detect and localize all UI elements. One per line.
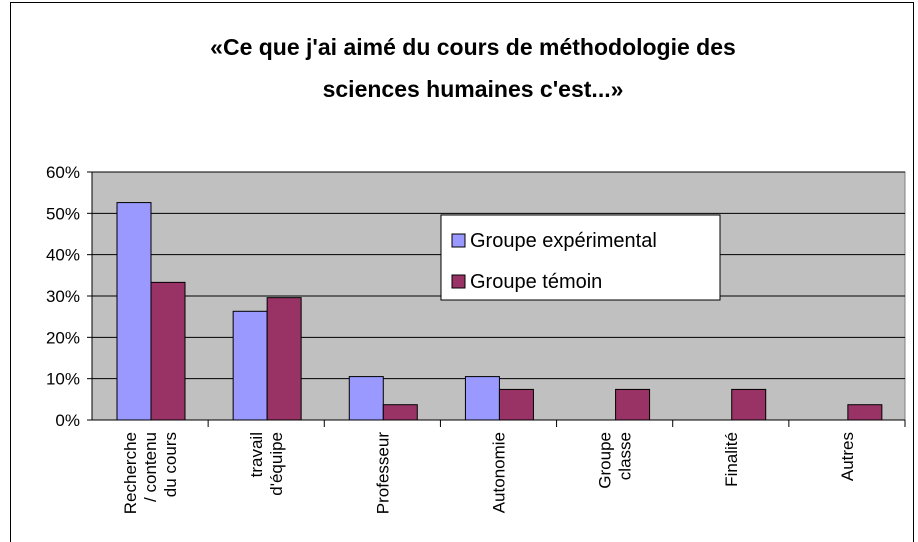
- bar: [348, 376, 384, 421]
- y-tick-label: 10%: [46, 370, 80, 389]
- bar: [615, 388, 651, 421]
- bar: [382, 404, 418, 421]
- x-tick-label: travaild'équipe: [247, 432, 286, 496]
- x-tick-label: Groupeclasse: [596, 432, 635, 489]
- legend-marker: [451, 233, 466, 248]
- bar: [498, 388, 534, 421]
- legend-marker: [451, 274, 466, 289]
- legend-label: Groupe expérimental: [470, 230, 657, 252]
- bar: [150, 281, 186, 421]
- y-tick-label: 60%: [46, 163, 80, 182]
- bar: [232, 310, 268, 421]
- bar: [266, 297, 302, 421]
- y-tick-label: 20%: [46, 328, 80, 347]
- legend-label: Groupe témoin: [470, 271, 602, 293]
- y-tick-label: 50%: [46, 204, 80, 223]
- x-tick-label: Autres: [838, 432, 857, 481]
- legend-box: [440, 214, 721, 301]
- bar: [116, 202, 152, 421]
- bar: [731, 388, 767, 421]
- bar: [464, 376, 500, 421]
- y-tick-label: 40%: [46, 246, 80, 265]
- x-tick-label: Recherche/ contenudu cours: [121, 432, 180, 514]
- chart-title: «Ce que j'ai aimé du cours de méthodolog…: [210, 34, 736, 102]
- x-tick-label: Professeur: [373, 432, 392, 515]
- y-tick-label: 30%: [46, 287, 80, 306]
- x-tick-label: Autonomie: [490, 432, 509, 513]
- y-tick-label: 0%: [55, 411, 80, 430]
- bar: [847, 404, 883, 421]
- x-tick-label: Finalité: [722, 432, 741, 487]
